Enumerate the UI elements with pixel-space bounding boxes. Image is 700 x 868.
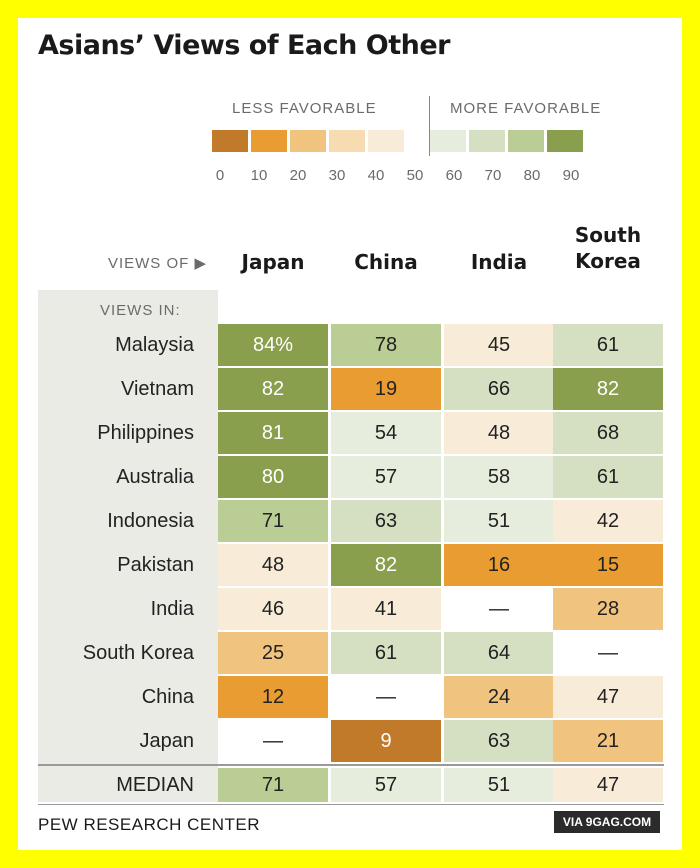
column-header: India bbox=[470, 250, 528, 274]
table-cell: 58 bbox=[444, 456, 554, 498]
table-cell: 28 bbox=[553, 588, 663, 630]
legend-tick-label: 0 bbox=[215, 167, 225, 184]
table-cell: 64 bbox=[444, 632, 554, 674]
legend-divider bbox=[429, 96, 430, 156]
legend-tick-label: 50 bbox=[406, 167, 424, 184]
table-cell: 71 bbox=[218, 500, 328, 542]
table-cell: 45 bbox=[444, 324, 554, 366]
table-cell: 61 bbox=[553, 456, 663, 498]
table-cell: 84% bbox=[218, 324, 328, 366]
legend-tick-label: 90 bbox=[562, 167, 580, 184]
table-cell: 61 bbox=[331, 632, 441, 674]
table-cell: 54 bbox=[331, 412, 441, 454]
legend-more-label: MORE FAVORABLE bbox=[450, 100, 602, 117]
watermark-badge: VIA 9GAG.COM bbox=[554, 811, 660, 833]
row-label: China bbox=[141, 686, 194, 708]
median-divider bbox=[38, 764, 664, 766]
table-cell: 42 bbox=[553, 500, 663, 542]
table-cell: 46 bbox=[218, 588, 328, 630]
legend-tick-label: 10 bbox=[250, 167, 268, 184]
row-label: Indonesia bbox=[107, 510, 194, 532]
table-cell: — bbox=[553, 632, 663, 674]
median-label: MEDIAN bbox=[116, 774, 194, 796]
table-cell: 78 bbox=[331, 324, 441, 366]
median-cell: 51 bbox=[444, 768, 554, 802]
legend-swatch bbox=[469, 130, 505, 152]
table-cell: 24 bbox=[444, 676, 554, 718]
table-cell: 80 bbox=[218, 456, 328, 498]
table-cell: 48 bbox=[218, 544, 328, 586]
legend-swatch bbox=[212, 130, 248, 152]
row-label: Vietnam bbox=[120, 378, 194, 400]
legend-tick-label: 70 bbox=[484, 167, 502, 184]
table-cell: 82 bbox=[218, 368, 328, 410]
column-header: South Korea bbox=[574, 223, 642, 273]
column-header: China bbox=[354, 250, 418, 274]
bottom-divider bbox=[38, 804, 664, 805]
source-credit: PEW RESEARCH CENTER bbox=[38, 815, 261, 834]
views-of-label: VIEWS OF ▶ bbox=[108, 254, 207, 272]
median-cell: 57 bbox=[331, 768, 441, 802]
legend-tick-label: 30 bbox=[328, 167, 346, 184]
legend-less-label: LESS FAVORABLE bbox=[232, 100, 377, 117]
legend-tick-label: 40 bbox=[367, 167, 385, 184]
table-cell: 61 bbox=[553, 324, 663, 366]
chart-title: Asians’ Views of Each Other bbox=[38, 30, 451, 61]
chart-card: Asians’ Views of Each Other LESS FAVORAB… bbox=[18, 18, 682, 850]
table-cell: 19 bbox=[331, 368, 441, 410]
median-cell: 47 bbox=[553, 768, 663, 802]
table-cell: 47 bbox=[553, 676, 663, 718]
table-cell: 16 bbox=[444, 544, 554, 586]
legend-tick-label: 20 bbox=[289, 167, 307, 184]
arrow-right-icon: ▶ bbox=[194, 255, 207, 272]
table-cell: 15 bbox=[553, 544, 663, 586]
row-label: Japan bbox=[139, 730, 195, 752]
median-cell: 71 bbox=[218, 768, 328, 802]
table-cell: 57 bbox=[331, 456, 441, 498]
views-of-text: VIEWS OF bbox=[107, 255, 190, 272]
row-label: Australia bbox=[116, 466, 194, 488]
table-cell: 25 bbox=[218, 632, 328, 674]
legend-swatch bbox=[290, 130, 326, 152]
legend-swatch bbox=[368, 130, 404, 152]
row-label: Malaysia bbox=[115, 334, 194, 356]
table-cell: 66 bbox=[444, 368, 554, 410]
table-cell: 82 bbox=[553, 368, 663, 410]
legend-swatch bbox=[547, 130, 583, 152]
table-cell: 12 bbox=[218, 676, 328, 718]
table-cell: — bbox=[218, 720, 328, 762]
table-cell: 81 bbox=[218, 412, 328, 454]
legend-tick-label: 80 bbox=[523, 167, 541, 184]
table-cell: 63 bbox=[331, 500, 441, 542]
table-cell: 63 bbox=[444, 720, 554, 762]
table-cell: 21 bbox=[553, 720, 663, 762]
row-label-panel bbox=[38, 290, 218, 802]
row-label: Pakistan bbox=[117, 554, 194, 576]
table-cell: 9 bbox=[331, 720, 441, 762]
table-cell: 68 bbox=[553, 412, 663, 454]
row-label: India bbox=[150, 598, 194, 620]
legend-tick-label: 60 bbox=[445, 167, 463, 184]
table-cell: — bbox=[331, 676, 441, 718]
row-label: Philippines bbox=[97, 422, 194, 444]
legend-swatch bbox=[329, 130, 365, 152]
column-header: Japan bbox=[241, 250, 305, 274]
views-in-label: VIEWS IN: bbox=[100, 302, 181, 319]
table-cell: 51 bbox=[444, 500, 554, 542]
table-cell: — bbox=[444, 588, 554, 630]
row-label: South Korea bbox=[82, 642, 194, 664]
table-cell: 41 bbox=[331, 588, 441, 630]
legend-swatch bbox=[251, 130, 287, 152]
legend-swatch bbox=[508, 130, 544, 152]
table-cell: 82 bbox=[331, 544, 441, 586]
legend-swatch bbox=[430, 130, 466, 152]
table-cell: 48 bbox=[444, 412, 554, 454]
